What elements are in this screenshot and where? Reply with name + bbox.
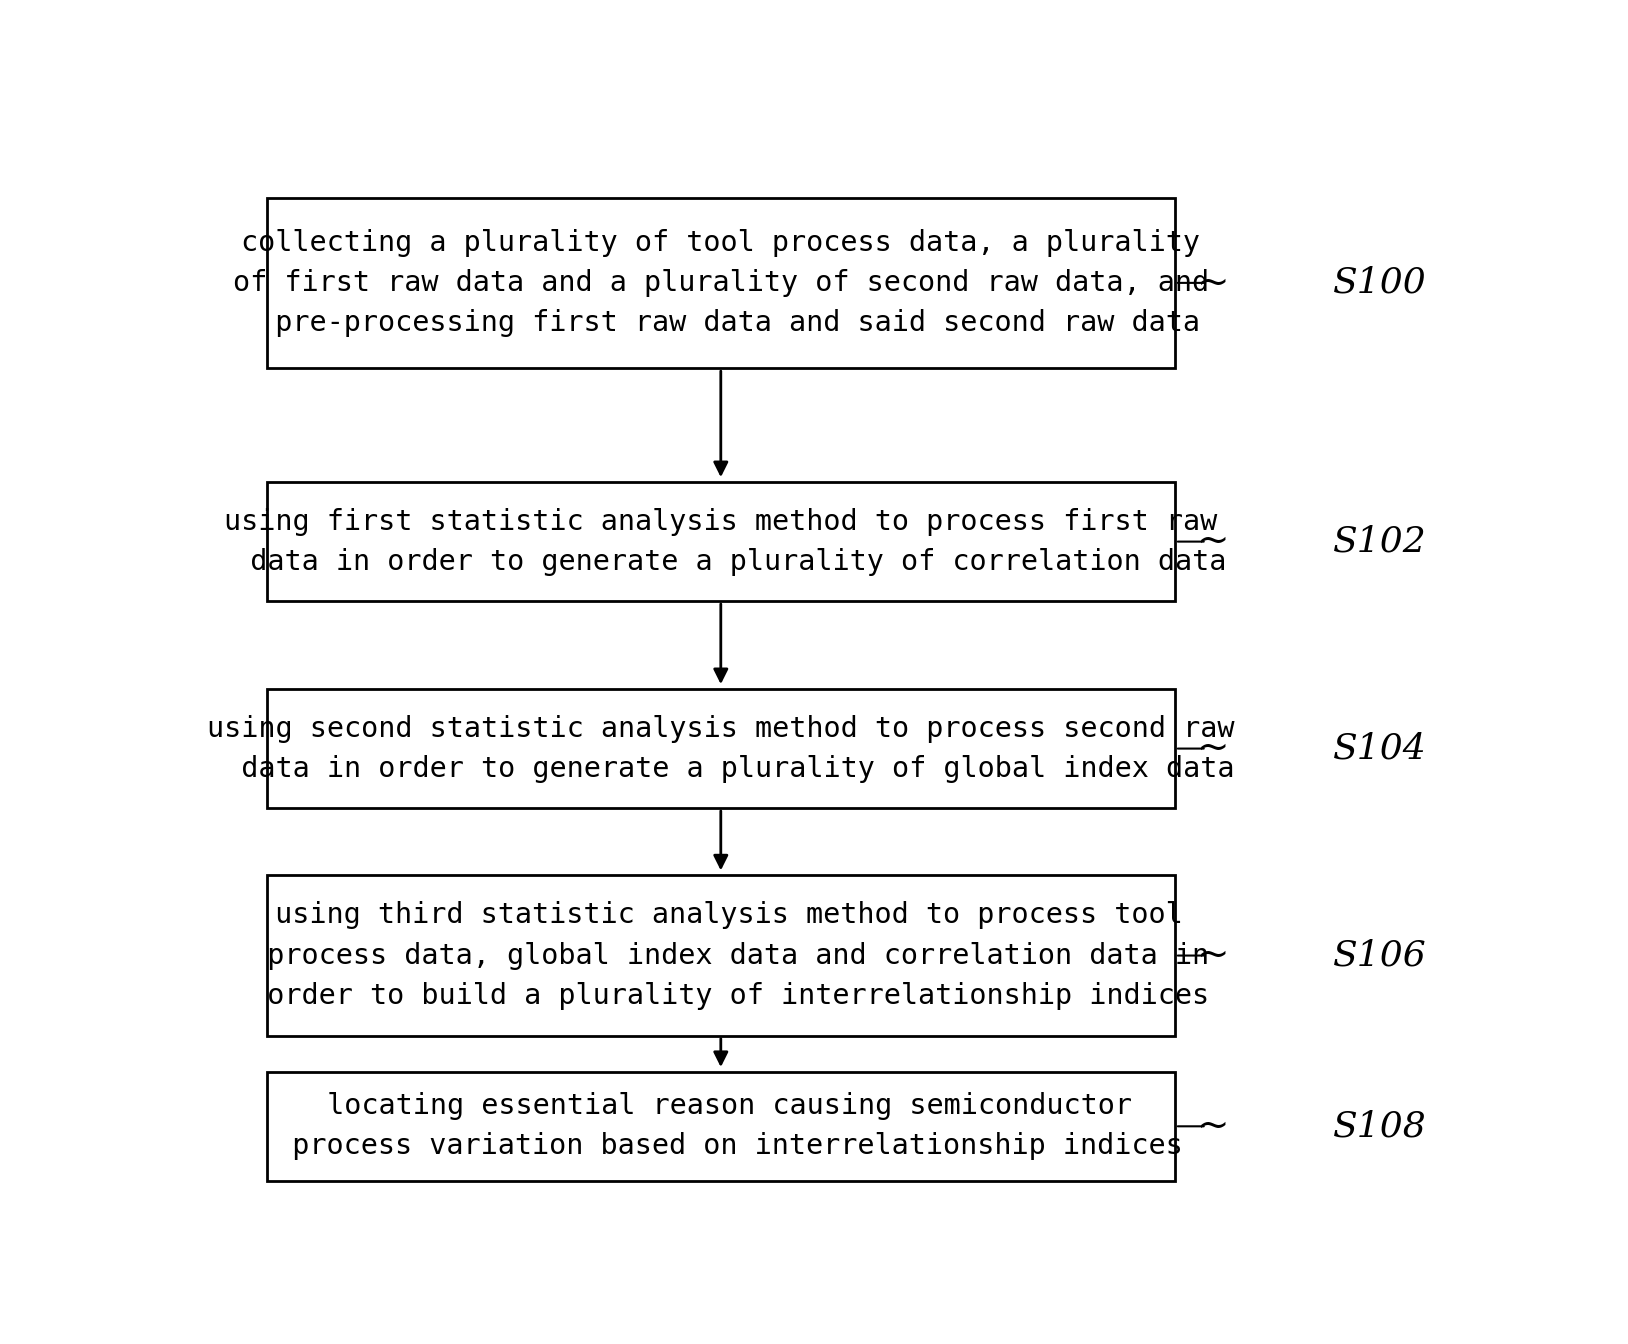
Bar (267, 198, 1175, 368)
Bar (267, 875, 1175, 1036)
Text: ~: ~ (1197, 1107, 1229, 1145)
Text: S100: S100 (1333, 266, 1426, 300)
Text: S106: S106 (1333, 938, 1426, 973)
Text: collecting a plurality of tool process data, a plurality
of first raw data and a: collecting a plurality of tool process d… (233, 228, 1210, 337)
Text: ~: ~ (1197, 523, 1229, 560)
Text: using third statistic analysis method to process tool
  process data, global ind: using third statistic analysis method to… (233, 902, 1210, 1009)
Text: ~: ~ (1197, 937, 1229, 974)
Text: S102: S102 (1333, 524, 1426, 559)
Text: locating essential reason causing semiconductor
  process variation based on int: locating essential reason causing semico… (259, 1093, 1184, 1160)
Text: S108: S108 (1333, 1109, 1426, 1144)
Text: S104: S104 (1333, 731, 1426, 766)
Text: using first statistic analysis method to process first raw
  data in order to ge: using first statistic analysis method to… (215, 508, 1226, 575)
Text: ~: ~ (1197, 730, 1229, 767)
Bar (267, 1073, 1175, 1180)
Bar (267, 689, 1175, 808)
Text: ~: ~ (1197, 265, 1229, 301)
Bar (267, 482, 1175, 601)
Text: using second statistic analysis method to process second raw
  data in order to : using second statistic analysis method t… (207, 715, 1234, 782)
